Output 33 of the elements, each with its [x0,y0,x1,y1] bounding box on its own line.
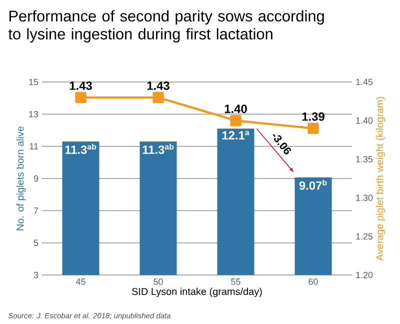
chart-title: Performance of second parity sows according to lysine ingestion during first lactation [8,10,324,43]
point [308,122,319,134]
y-axis-title: No. of piglets born alive [16,126,26,230]
point [75,92,86,104]
x-tick-label: 45 [76,278,86,285]
data-label: 1.43 [70,81,92,90]
y2-tick-label: 1.30 [356,194,373,201]
data-label: 1.43 [147,81,170,90]
y-tick-label: 7 [34,208,38,214]
y-tick-label: 15 [29,78,38,86]
y2-axis-title: Average piglet birth weight (kilogram) [376,97,386,261]
data-label: 1.39 [302,112,324,121]
y2-tick-label: 1.35 [356,156,373,162]
y-tick-label: 11 [30,143,38,150]
y-tick-label: 13 [29,110,38,118]
y-tick-label: 3 [34,272,38,278]
data-label: 11.3$^{ab}$ [142,144,174,154]
x-axis-title: SID Lyson intake (grams/day) [132,288,262,297]
data-label: 12.1$^{a}$ [222,130,250,140]
y-tick-label: 5 [34,240,38,246]
data-label: 9.07$^{b}$ [299,180,327,190]
x-tick-label: 60 [308,278,318,285]
point [152,92,164,104]
y2-tick-label: 1.25 [356,233,373,240]
x-tick-label: 55 [231,278,240,285]
data-label: 11.3$^{ab}$ [65,144,96,154]
y2-tick-label: 1.45 [356,78,373,86]
y2-tick-label: 1.40 [356,117,373,124]
data-label: 1.40 [224,104,247,114]
x-tick-label: 50 [154,278,163,285]
y-tick-label: 9 [34,175,38,182]
y2-tick-label: 1.20 [356,272,373,278]
point [230,115,242,126]
